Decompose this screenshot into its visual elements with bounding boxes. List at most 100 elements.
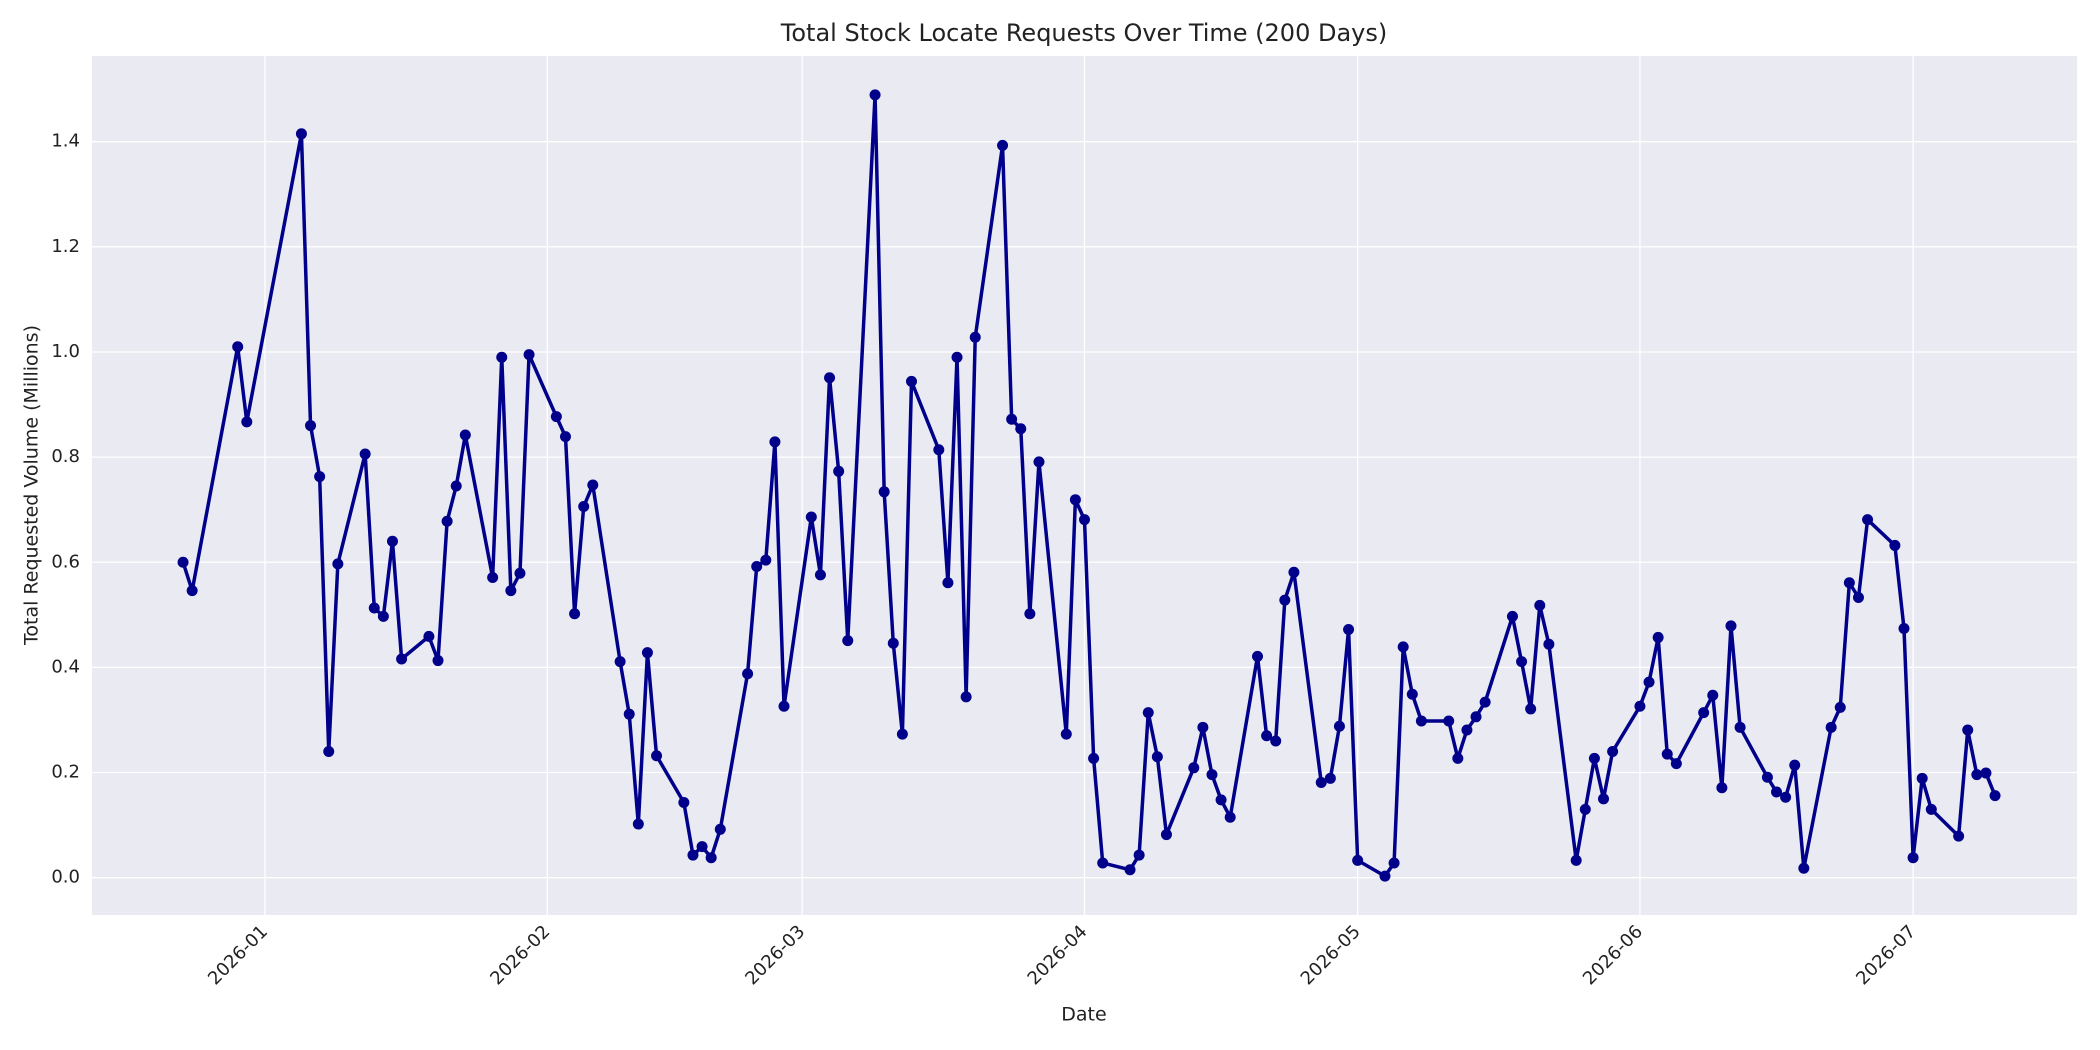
marker bbox=[833, 465, 845, 477]
marker bbox=[487, 571, 499, 583]
marker bbox=[651, 750, 663, 762]
marker bbox=[742, 668, 754, 680]
marker bbox=[1270, 735, 1282, 747]
marker bbox=[842, 635, 854, 647]
marker bbox=[1397, 641, 1409, 653]
marker bbox=[514, 567, 526, 579]
marker bbox=[778, 700, 790, 712]
marker bbox=[641, 647, 653, 659]
marker bbox=[1124, 864, 1136, 876]
marker bbox=[1033, 456, 1045, 468]
marker bbox=[332, 558, 344, 570]
marker bbox=[1142, 707, 1154, 719]
marker bbox=[1333, 720, 1345, 732]
marker bbox=[232, 341, 244, 353]
marker bbox=[814, 569, 826, 581]
marker bbox=[559, 431, 571, 443]
y-tick-label: 0.8 bbox=[51, 446, 80, 467]
marker bbox=[1206, 769, 1218, 781]
marker bbox=[1197, 721, 1209, 733]
marker bbox=[1834, 701, 1846, 713]
marker bbox=[1661, 748, 1673, 760]
marker bbox=[1415, 715, 1427, 727]
x-tick-label: 2026-05 bbox=[1297, 921, 1365, 989]
marker bbox=[1479, 696, 1491, 708]
marker bbox=[632, 818, 644, 830]
marker bbox=[1015, 423, 1027, 435]
marker bbox=[1352, 854, 1364, 866]
marker bbox=[714, 823, 726, 835]
x-axis-label: Date bbox=[1061, 1004, 1106, 1026]
marker bbox=[1060, 728, 1072, 740]
marker bbox=[323, 746, 335, 758]
marker bbox=[942, 577, 954, 589]
marker bbox=[1643, 676, 1655, 688]
x-tick-label: 2026-03 bbox=[741, 921, 809, 989]
marker bbox=[1006, 413, 1018, 425]
marker bbox=[1716, 782, 1728, 794]
marker bbox=[769, 436, 781, 448]
marker bbox=[960, 691, 972, 703]
marker bbox=[1388, 857, 1400, 869]
x-tick-label: 2026-07 bbox=[1852, 921, 1920, 989]
marker bbox=[1534, 599, 1546, 611]
marker bbox=[1097, 857, 1109, 869]
marker bbox=[1862, 514, 1874, 526]
marker bbox=[569, 608, 581, 620]
marker bbox=[505, 585, 517, 597]
marker bbox=[177, 556, 189, 568]
x-tick-label: 2026-01 bbox=[204, 921, 272, 989]
marker bbox=[997, 139, 1009, 151]
marker bbox=[1315, 777, 1327, 789]
marker bbox=[305, 420, 317, 432]
marker bbox=[578, 501, 590, 513]
marker bbox=[1516, 656, 1528, 668]
marker bbox=[905, 375, 917, 387]
marker bbox=[1598, 793, 1610, 805]
y-tick-label: 1.0 bbox=[51, 341, 80, 362]
y-tick-label: 1.2 bbox=[51, 236, 80, 257]
marker bbox=[459, 429, 471, 441]
marker bbox=[1634, 700, 1646, 712]
marker bbox=[1843, 577, 1855, 589]
marker bbox=[1343, 624, 1355, 636]
marker bbox=[1406, 688, 1418, 700]
marker bbox=[678, 796, 690, 808]
x-tick-label: 2026-06 bbox=[1579, 921, 1647, 989]
marker bbox=[1452, 752, 1464, 764]
marker bbox=[1725, 620, 1737, 632]
y-axis-label: Total Requested Volume (Millions) bbox=[21, 325, 43, 646]
marker bbox=[1261, 730, 1273, 742]
marker bbox=[523, 349, 535, 361]
marker bbox=[1953, 830, 1965, 842]
marker bbox=[1761, 771, 1773, 783]
marker bbox=[824, 372, 836, 384]
marker bbox=[1579, 803, 1591, 815]
marker bbox=[1852, 591, 1864, 603]
marker bbox=[441, 515, 453, 527]
marker bbox=[1789, 759, 1801, 771]
marker bbox=[368, 602, 380, 614]
marker bbox=[1588, 752, 1600, 764]
marker bbox=[241, 416, 253, 428]
marker bbox=[1798, 862, 1810, 874]
marker bbox=[687, 849, 699, 861]
marker bbox=[550, 411, 562, 423]
marker bbox=[1607, 746, 1619, 758]
marker bbox=[760, 554, 772, 566]
marker bbox=[587, 479, 599, 491]
marker bbox=[1133, 849, 1145, 861]
chart-title: Total Stock Locate Requests Over Time (2… bbox=[780, 19, 1387, 47]
y-tick-label: 0.6 bbox=[51, 551, 80, 572]
marker bbox=[1215, 794, 1227, 806]
marker bbox=[1734, 721, 1746, 733]
marker bbox=[696, 841, 708, 853]
marker bbox=[314, 471, 326, 483]
marker bbox=[496, 351, 508, 363]
marker bbox=[1980, 767, 1992, 779]
marker bbox=[1470, 711, 1482, 723]
marker bbox=[450, 480, 462, 492]
marker bbox=[1771, 786, 1783, 798]
y-tick-label: 1.4 bbox=[51, 131, 80, 152]
